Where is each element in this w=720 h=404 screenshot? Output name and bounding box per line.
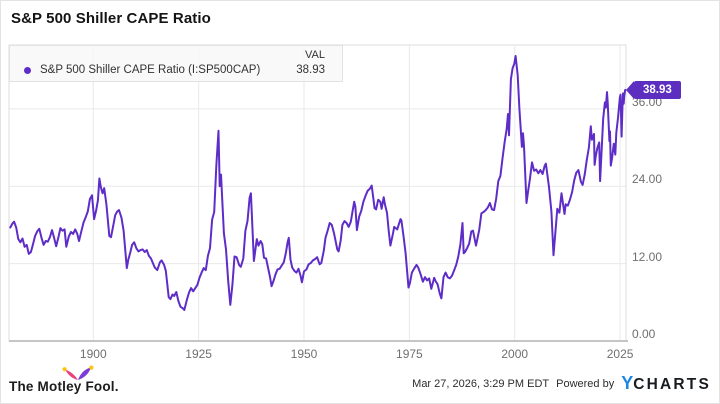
x-axis-tick-label: 1975 — [396, 347, 423, 361]
chart-footer-right: Mar 27, 2026, 3:29 PM EDT Powered by Y C… — [412, 373, 711, 394]
x-axis-tick-label: 1925 — [185, 347, 212, 361]
series-label: S&P 500 Shiller CAPE Ratio (I:SP500CAP) — [40, 64, 261, 76]
x-axis-tick-label: 1900 — [79, 347, 107, 361]
ycharts-logo-charts: CHARTS — [633, 376, 711, 393]
legend-series-row[interactable]: S&P 500 Shiller CAPE Ratio (I:SP500CAP) … — [24, 64, 325, 76]
ycharts-logo-y: Y — [621, 373, 634, 393]
x-axis-tick-label: 1950 — [290, 347, 318, 361]
motley-fool-wordmark: The Motley Fool. — [9, 379, 119, 394]
x-axis-tick-label: 2000 — [501, 347, 529, 361]
chart-legend: VAL S&P 500 Shiller CAPE Ratio (I:SP500C… — [9, 45, 343, 82]
y-axis-tick-label: 24.00 — [632, 172, 663, 187]
series-color-dot — [24, 66, 31, 74]
jester-hat-icon — [62, 365, 94, 380]
latest-value-text: 38.93 — [643, 83, 672, 96]
powered-by-label: Powered by — [556, 377, 615, 390]
y-axis-tick-label: 0.00 — [632, 327, 656, 341]
cape-ratio-line[interactable] — [9, 55, 627, 311]
chart-timestamp: Mar 27, 2026, 3:29 PM EDT — [412, 377, 550, 390]
latest-value-tag: 38.93 — [626, 80, 681, 99]
page-title: S&P 500 Shiller CAPE Ratio — [11, 10, 211, 27]
x-axis-tick-label: 2025 — [606, 347, 634, 361]
motley-fool-logo: The Motley Fool. — [9, 365, 119, 396]
ycharts-logo[interactable]: Y CHARTS — [621, 373, 711, 394]
y-axis-tick-label: 12.00 — [632, 249, 663, 264]
legend-val-header: VAL — [305, 49, 325, 61]
series-current-value: 38.93 — [296, 64, 325, 76]
